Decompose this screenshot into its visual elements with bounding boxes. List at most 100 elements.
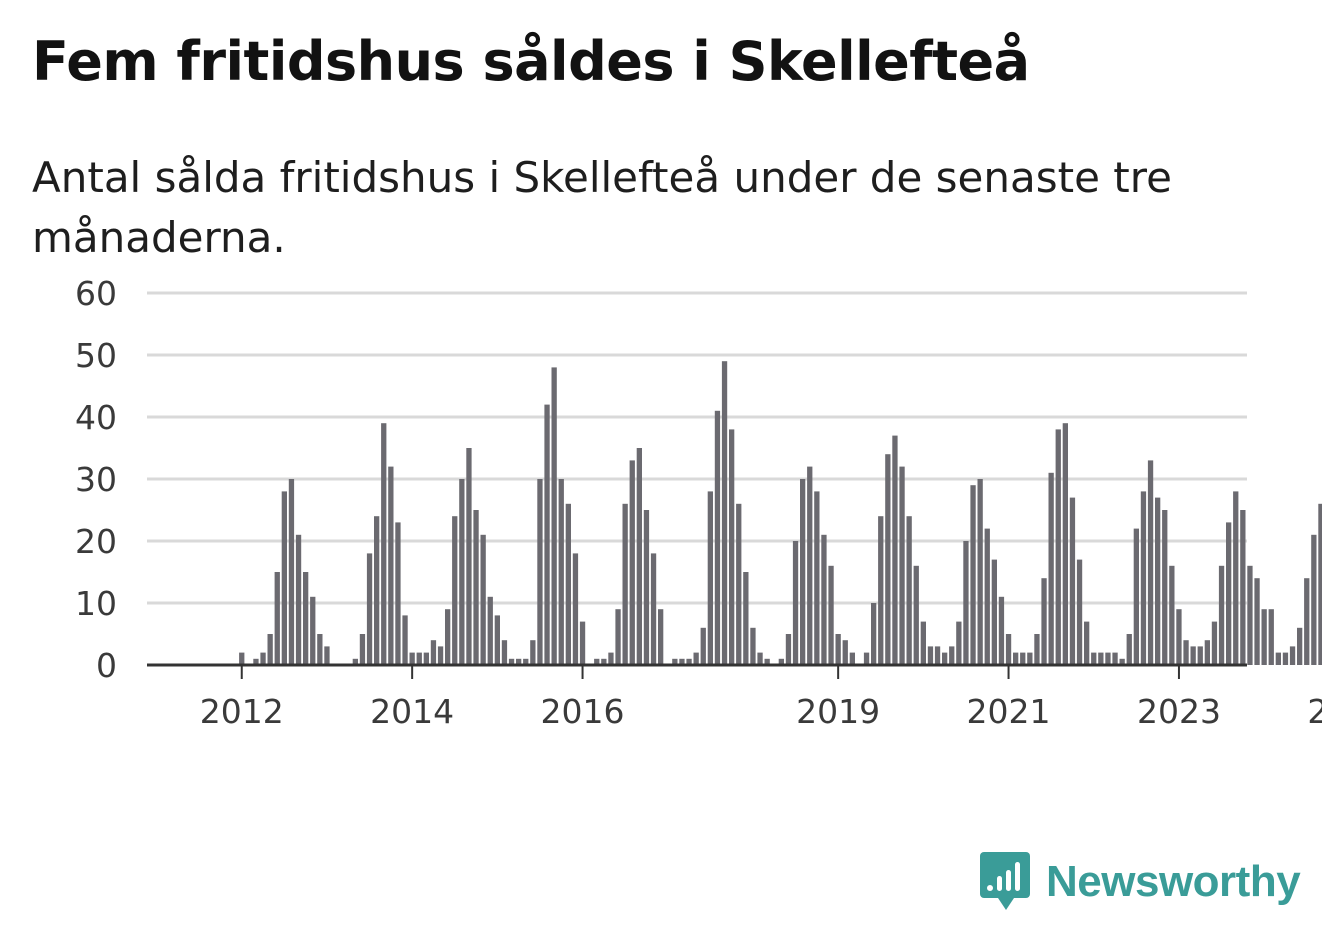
bar <box>374 516 380 665</box>
bar <box>366 553 373 665</box>
bar <box>807 466 813 665</box>
bar <box>480 534 486 665</box>
x-tick-label: 2014 <box>370 692 454 731</box>
bar <box>1005 634 1012 665</box>
bar <box>1126 634 1132 665</box>
bar <box>1247 565 1253 665</box>
y-tick-label: 30 <box>75 460 117 499</box>
bar <box>1062 423 1068 665</box>
bar <box>572 553 579 665</box>
y-tick-label: 50 <box>75 336 117 375</box>
bar <box>828 565 834 665</box>
bar <box>998 596 1005 665</box>
y-axis-ticks: 0 10 20 30 40 50 60 <box>75 274 117 685</box>
bar <box>1304 578 1310 665</box>
bar <box>1275 652 1281 665</box>
bar <box>494 615 500 665</box>
bar <box>1190 646 1196 665</box>
bar <box>260 652 266 665</box>
bar <box>551 367 557 665</box>
bar <box>615 609 621 665</box>
bar <box>466 448 472 665</box>
bar <box>672 658 678 665</box>
bar <box>452 516 458 665</box>
bar <box>473 510 479 665</box>
bar <box>1297 627 1303 665</box>
bar <box>1226 522 1232 665</box>
bar <box>281 491 287 665</box>
bar <box>558 479 564 665</box>
bar <box>686 658 692 665</box>
bar <box>743 572 749 665</box>
bar <box>239 652 245 665</box>
bar <box>608 652 614 665</box>
bar <box>274 572 280 665</box>
bar <box>288 479 295 665</box>
bar <box>643 510 650 665</box>
bar <box>1119 658 1125 665</box>
bar <box>792 541 799 665</box>
bar <box>729 429 735 665</box>
bar <box>1176 609 1182 665</box>
bar <box>1091 652 1097 665</box>
bar <box>1155 497 1161 665</box>
bar <box>1112 652 1118 665</box>
bar <box>1084 621 1090 665</box>
bar <box>927 646 934 665</box>
bar <box>381 423 387 665</box>
bar <box>1098 652 1104 665</box>
bar <box>310 596 316 665</box>
bar <box>423 652 429 665</box>
bar <box>949 646 955 665</box>
bar <box>814 491 820 665</box>
newsworthy-logo[interactable]: Newsworthy <box>980 850 1301 914</box>
gridlines <box>147 291 1247 605</box>
bar <box>1261 609 1267 665</box>
bar <box>579 621 586 665</box>
bar <box>650 553 657 665</box>
bar <box>863 652 870 665</box>
bar <box>1020 652 1026 665</box>
bar <box>842 640 848 665</box>
bar <box>892 435 898 665</box>
y-tick-label: 20 <box>75 522 117 561</box>
bar <box>906 516 912 665</box>
bar <box>1055 429 1061 665</box>
bar <box>544 404 550 665</box>
bar <box>359 634 366 665</box>
chart-subtitle: Antal sålda fritidshus i Skellefteå unde… <box>32 153 1172 262</box>
bar <box>970 485 976 665</box>
bar <box>1147 460 1154 665</box>
bar <box>409 652 415 665</box>
bar <box>658 609 664 665</box>
bar <box>984 528 990 665</box>
bar <box>899 466 905 665</box>
bar <box>565 503 571 665</box>
bar <box>395 522 401 665</box>
bar <box>963 541 969 665</box>
bar <box>800 479 806 665</box>
bar <box>402 615 408 665</box>
y-tick-label: 10 <box>75 584 117 623</box>
bar <box>487 596 493 665</box>
bar <box>324 646 330 665</box>
bar <box>942 652 948 665</box>
bar <box>1133 528 1139 665</box>
bar <box>878 516 884 665</box>
bar <box>1013 652 1019 665</box>
bar <box>721 361 728 665</box>
bar <box>1105 652 1111 665</box>
bar <box>956 621 962 665</box>
bar <box>352 658 358 665</box>
bar <box>594 658 600 665</box>
bar <box>1162 510 1168 665</box>
bar <box>1282 652 1289 665</box>
x-tick-label: 2016 <box>541 692 625 731</box>
bar <box>523 658 529 665</box>
bar <box>693 652 699 665</box>
bar <box>459 479 465 665</box>
x-tick-label: 2012 <box>200 692 284 731</box>
bar <box>629 460 635 665</box>
bar <box>778 658 784 665</box>
bar <box>920 621 926 665</box>
